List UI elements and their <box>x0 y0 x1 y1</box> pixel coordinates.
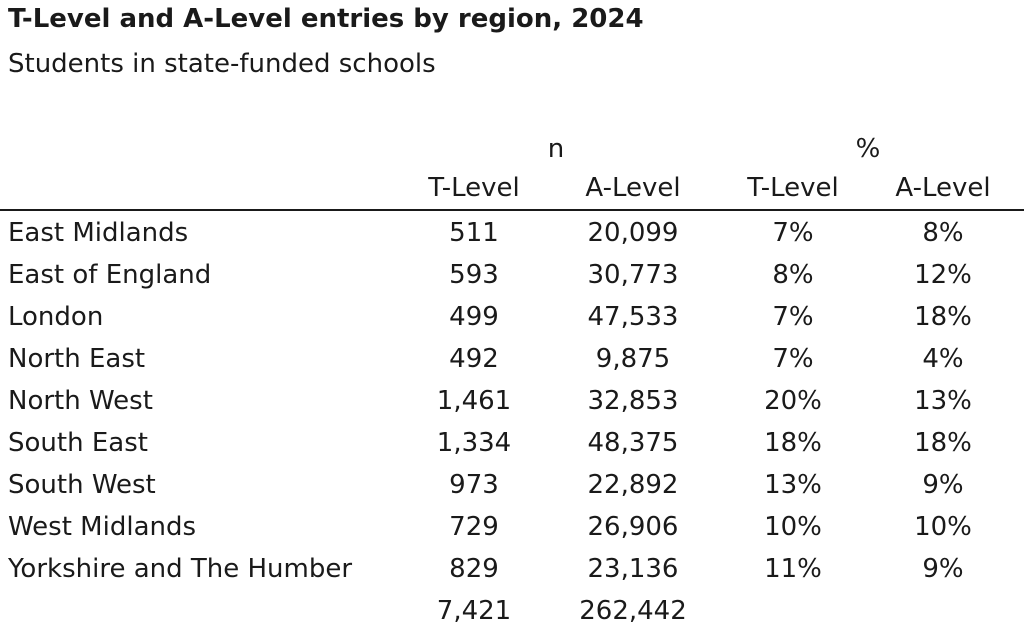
n-tlevel-value: 511 <box>449 218 499 248</box>
column-header-pct-alevel: A-Level <box>895 173 991 203</box>
pct-alevel-value: 13% <box>914 386 972 416</box>
pct-alevel-value: 18% <box>914 302 972 332</box>
region-name: West Midlands <box>8 512 197 542</box>
region-name: Yorkshire and The Humber <box>8 554 353 584</box>
column-header-n-tlevel: T-Level <box>428 173 520 203</box>
table-row: Yorkshire and The Humber 829 23,136 11% 9% <box>0 548 1024 590</box>
region-name: South West <box>8 470 156 500</box>
table-row: London 499 47,533 7% 18% <box>0 296 1024 338</box>
pct-alevel-value: 4% <box>922 344 964 374</box>
n-alevel-value: 22,892 <box>587 470 679 500</box>
total-n-tlevel: 7,421 <box>436 596 512 626</box>
region-name: East Midlands <box>8 218 189 248</box>
n-tlevel-value: 729 <box>449 512 499 542</box>
region-name: East of England <box>8 260 212 290</box>
pct-tlevel-value: 10% <box>764 512 822 542</box>
pct-tlevel-value: 20% <box>764 386 822 416</box>
pct-tlevel-value: 7% <box>772 344 814 374</box>
n-tlevel-value: 492 <box>449 344 499 374</box>
pct-alevel-value: 12% <box>914 260 972 290</box>
n-tlevel-value: 593 <box>449 260 499 290</box>
pct-alevel-value: 9% <box>922 470 964 500</box>
region-name: North East <box>8 344 146 374</box>
pct-alevel-value: 10% <box>914 512 972 542</box>
pct-alevel-value: 9% <box>922 554 964 584</box>
n-alevel-value: 48,375 <box>587 428 679 458</box>
table-title: T-Level and A-Level entries by region, 2… <box>8 4 644 34</box>
totals-row: 7,421 262,442 <box>0 590 1024 632</box>
pct-alevel-value: 8% <box>922 218 964 248</box>
pct-tlevel-value: 11% <box>764 554 822 584</box>
table-row: South East 1,334 48,375 18% 18% <box>0 422 1024 464</box>
n-alevel-value: 32,853 <box>587 386 679 416</box>
n-tlevel-value: 1,461 <box>436 386 512 416</box>
table-subtitle: Students in state-funded schools <box>8 49 436 79</box>
column-header-pct-tlevel: T-Level <box>747 173 839 203</box>
n-tlevel-value: 1,334 <box>436 428 512 458</box>
table-row: East of England 593 30,773 8% 12% <box>0 254 1024 296</box>
group-header-n: n <box>547 134 565 164</box>
table-row: South West 973 22,892 13% 9% <box>0 464 1024 506</box>
pct-tlevel-value: 13% <box>764 470 822 500</box>
group-header-percent: % <box>855 134 881 164</box>
table-row: North West 1,461 32,853 20% 13% <box>0 380 1024 422</box>
n-tlevel-value: 973 <box>449 470 499 500</box>
n-alevel-value: 9,875 <box>595 344 671 374</box>
total-n-alevel: 262,442 <box>579 596 687 626</box>
pct-alevel-value: 18% <box>914 428 972 458</box>
table-row: West Midlands 729 26,906 10% 10% <box>0 506 1024 548</box>
n-alevel-value: 23,136 <box>587 554 679 584</box>
table-row: North East 492 9,875 7% 4% <box>0 338 1024 380</box>
region-name: London <box>8 302 104 332</box>
column-header-n-alevel: A-Level <box>585 173 681 203</box>
region-name: South East <box>8 428 148 458</box>
header-rule <box>0 209 1024 211</box>
pct-tlevel-value: 8% <box>772 260 814 290</box>
n-alevel-value: 47,533 <box>587 302 679 332</box>
pct-tlevel-value: 7% <box>772 302 814 332</box>
pct-tlevel-value: 7% <box>772 218 814 248</box>
pct-tlevel-value: 18% <box>764 428 822 458</box>
n-tlevel-value: 499 <box>449 302 499 332</box>
n-alevel-value: 26,906 <box>587 512 679 542</box>
region-name: North West <box>8 386 153 416</box>
n-tlevel-value: 829 <box>449 554 499 584</box>
n-alevel-value: 20,099 <box>587 218 679 248</box>
n-alevel-value: 30,773 <box>587 260 679 290</box>
table-row: East Midlands 511 20,099 7% 8% <box>0 212 1024 254</box>
